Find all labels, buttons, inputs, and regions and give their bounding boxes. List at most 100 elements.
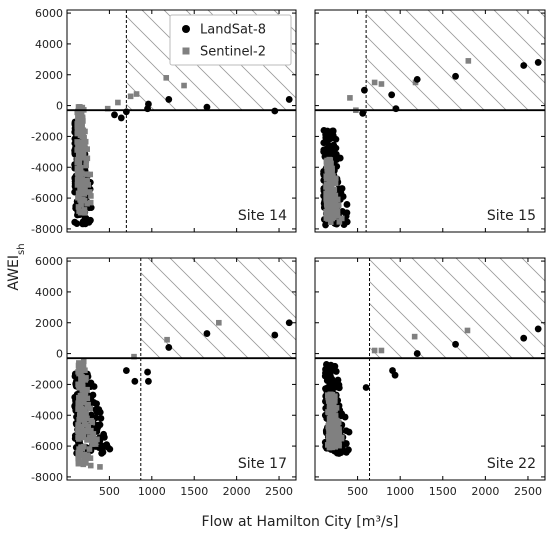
sentinel-cluster-point [332,393,338,399]
y-tick-label: -4000 [31,161,63,174]
sentinel-cluster-point [82,392,88,399]
landsat-point [452,340,459,348]
landsat-cluster-point [322,372,330,380]
landsat-point [520,62,528,69]
y-axis-title: AWEIsh [6,243,27,290]
landsat-point [203,103,211,111]
sentinel-cluster-point [323,181,330,188]
y-tick-label: 2000 [35,317,63,330]
sentinel-cluster-point [77,165,84,171]
sentinel-cluster-point [335,202,342,208]
sentinel-point [164,336,170,343]
sentinel-point [465,58,472,64]
site-label: Site 17 [238,456,287,472]
sentinel-cluster-point [331,210,338,217]
landsat-cluster-point [99,443,107,451]
x-tick-label: 2000 [223,485,251,498]
sentinel-cluster-point [330,188,337,194]
x-tick-label: 2500 [514,485,542,498]
sentinel-cluster-point [76,129,82,136]
sentinel-cluster-point [326,186,332,193]
y-tick-label: 0 [56,348,63,361]
y-tick-label: -2000 [31,130,63,143]
panel-1: -8000 -6000 -4000 -2000 0 2000 4000 6000 Site 14… [31,7,297,236]
sentinel-cluster-point [89,435,95,442]
sentinel-cluster-point [75,434,81,441]
sentinel-cluster-point [80,430,86,436]
y-tick-label: 0 [56,100,63,113]
sentinel-cluster-point [82,138,89,145]
x-tick-label: 1500 [429,485,457,498]
sentinel-cluster-point [76,412,83,419]
sentinel-cluster-point [77,451,84,458]
sentinel-point [131,353,137,360]
sentinel-cluster-point [84,200,90,207]
sentinel-cluster-point [94,436,100,443]
legend: LandSat-8 Sentinel-2 [169,14,292,66]
sentinel-cluster-point [327,198,334,204]
landsat-point [359,109,367,117]
landsat-cluster-point [335,381,343,389]
sentinel-cluster-point [324,173,331,180]
landsat-point [145,377,152,385]
legend-label: LandSat-8 [200,23,266,38]
sentinel-cluster-point [323,160,330,166]
y-tick-label: -2000 [31,378,63,391]
sentinel-cluster-point [78,423,84,430]
y-tick-label: -8000 [31,471,63,484]
sentinel-cluster-point [327,211,333,217]
sentinel-cluster-point [88,417,94,424]
sentinel-cluster-point [76,172,83,178]
sentinel-cluster-point [80,365,87,372]
sentinel-cluster-point [330,414,337,420]
y-axis-title-main: AWEI [6,255,22,291]
sentinel-cluster-point [78,202,84,208]
sentinel-cluster-point [79,176,85,183]
sentinel-cluster-point [82,377,89,383]
sentinel-cluster-point [79,116,86,122]
x-tick-label: 500 [347,485,368,498]
y-tick-label: -6000 [31,192,63,205]
sentinel-cluster-point [330,173,336,179]
sentinel-cluster-point [75,460,82,467]
site-label: Site 22 [487,456,536,472]
sentinel-cluster-point [75,190,82,197]
sentinel-cluster-point [334,421,341,428]
sentinel-cluster-point [76,364,82,370]
landsat-point [122,367,130,374]
landsat-point [361,86,368,94]
sentinel-cluster-point [332,204,339,211]
sentinel-cluster-point [77,392,84,399]
sentinel-cluster-point [88,193,94,199]
sentinel-cluster-point [75,400,82,406]
sentinel-cluster-point [92,441,99,447]
panel-frame [66,257,297,481]
x-tick-label: 1000 [138,485,166,498]
landsat-cluster-point [343,218,351,226]
sentinel-cluster-point [77,209,84,216]
landsat-point [413,75,421,83]
sentinel-cluster-point [81,399,87,406]
sentinel-cluster-point [89,441,95,447]
sentinel-cluster-point [83,460,89,466]
panel-frame [66,9,297,233]
sentinel-cluster-point [84,171,90,177]
landsat-point [144,368,151,376]
sentinel-cluster-point [80,358,87,365]
landsat-cluster-point [338,185,346,192]
sentinel-cluster-point [338,215,345,222]
landsat-point [165,344,173,351]
landsat-cluster-point [338,410,346,418]
sentinel-cluster-point [83,410,89,417]
sentinel-cluster-point [334,208,341,215]
landsat-cluster-point [339,193,347,200]
sentinel-cluster-point [74,177,81,183]
sentinel-cluster-point [81,418,88,424]
y-tick-label: -6000 [31,440,63,453]
hatched-region [140,258,296,359]
sentinel-cluster-point [81,406,88,413]
sentinel-cluster-point [79,383,86,390]
y-tick-label: -4000 [31,409,63,422]
panel-frame [314,9,546,233]
sentinel-cluster-point [329,425,336,432]
